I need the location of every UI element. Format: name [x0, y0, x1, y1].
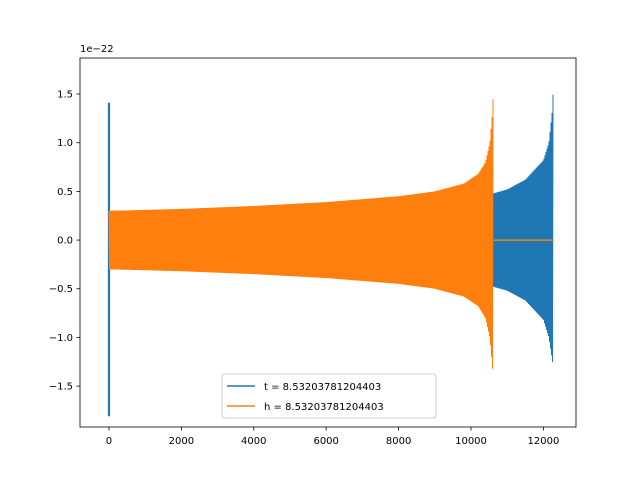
y-tick-label: −0.5: [49, 284, 73, 295]
y-tick-label: −1.5: [49, 382, 73, 393]
x-tick-label: 0: [106, 436, 112, 447]
x-tick-label: 4000: [241, 436, 266, 447]
x-tick-label: 12000: [528, 436, 560, 447]
y-offset-label: 1e−22: [80, 44, 114, 55]
legend: t = 8.53203781204403 h = 8.53203781204403: [221, 373, 437, 419]
x-tick-label: 10000: [455, 436, 487, 447]
axes-frame: [79, 57, 577, 428]
y-tick-label: 1.5: [57, 90, 73, 101]
legend-box: [221, 373, 437, 419]
y-tick-label: 1.0: [57, 138, 73, 149]
y-tick-label: 0.0: [57, 236, 73, 247]
series-h-line: [108, 99, 494, 369]
x-tick-label: 8000: [386, 436, 411, 447]
y-tick-label: −1.0: [49, 333, 73, 344]
x-tick-label: 2000: [169, 436, 194, 447]
x-tick-label: 6000: [313, 436, 338, 447]
legend-entry-label: t = 8.53203781204403: [264, 382, 381, 393]
axes: 0 2000 4000 6000 8000 10000 12000 −1.5 −1.0 −0.5 0…: [49, 57, 577, 447]
legend-entry-label: h = 8.53203781204403: [264, 402, 384, 413]
plot-area: [107, 94, 554, 417]
y-tick-label: 0.5: [57, 187, 73, 198]
